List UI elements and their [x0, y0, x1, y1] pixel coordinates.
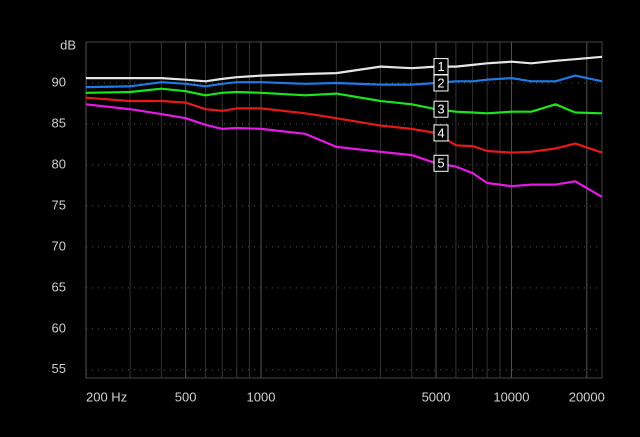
y-tick-label: 55 — [52, 361, 66, 376]
y-tick-label: 85 — [52, 115, 66, 130]
y-tick-label: 90 — [52, 74, 66, 89]
series-line — [85, 87, 603, 115]
series-line — [85, 74, 603, 89]
series-label-box — [433, 124, 449, 142]
series-line — [85, 96, 603, 154]
series-label-box — [433, 100, 449, 118]
series-label: 5 — [437, 156, 444, 171]
x-tick-label: 20000 — [569, 389, 605, 404]
series-label-box — [433, 74, 449, 92]
x-tick-label: 200 Hz — [86, 389, 127, 404]
x-tick-label: 1000 — [247, 389, 276, 404]
y-tick-label: 70 — [52, 238, 66, 253]
series-label-box — [433, 154, 449, 172]
series-line — [86, 55, 603, 83]
series-label: 1 — [437, 59, 444, 74]
y-tick-label: 60 — [52, 320, 66, 335]
x-tick-label: 500 — [175, 389, 197, 404]
x-tick-label: 5000 — [422, 389, 451, 404]
series-label: 2 — [437, 75, 444, 90]
series-line — [85, 103, 603, 198]
y-axis-label: dB — [60, 37, 76, 52]
x-tick-label: 10000 — [493, 389, 529, 404]
series-label: 4 — [437, 125, 444, 140]
series-label: 3 — [437, 102, 444, 117]
y-tick-label: 75 — [52, 197, 66, 212]
y-tick-label: 80 — [52, 156, 66, 171]
y-tick-label: 65 — [52, 279, 66, 294]
